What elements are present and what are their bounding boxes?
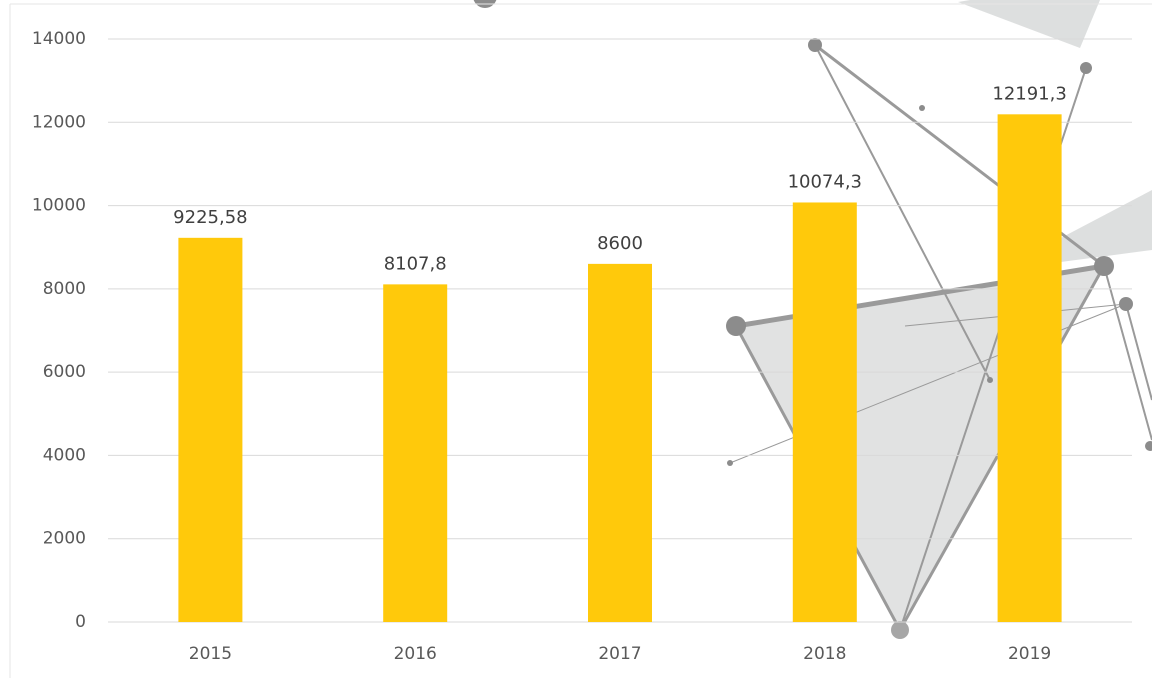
value-label: 8107,8: [384, 253, 447, 274]
y-tick-label: 0: [75, 612, 86, 632]
network-edge: [1103, 265, 1152, 441]
network-node: [726, 316, 746, 336]
network-edge: [814, 44, 991, 381]
value-label: 8600: [597, 233, 643, 254]
bar: [383, 284, 448, 622]
bar: [792, 202, 857, 623]
y-tick-label: 10000: [32, 196, 86, 216]
y-tick-label: 4000: [43, 445, 86, 465]
x-tick-label: 2017: [598, 644, 641, 664]
network-edge: [1125, 303, 1152, 401]
network-node: [1119, 297, 1133, 311]
bar: [997, 114, 1062, 623]
network-node: [1094, 256, 1114, 276]
network-node: [808, 38, 822, 52]
y-tick-label: 6000: [43, 362, 86, 382]
value-label: 10074,3: [788, 171, 862, 192]
value-label: 9225,58: [173, 207, 247, 228]
y-tick-label: 14000: [32, 29, 86, 49]
y-tick-label: 2000: [43, 529, 86, 549]
network-shape: [958, 0, 1100, 48]
y-tick-label: 8000: [43, 279, 86, 299]
network-node: [891, 621, 909, 639]
network-node: [1145, 441, 1152, 451]
network-node: [727, 460, 733, 466]
y-tick-label: 12000: [32, 112, 86, 132]
x-tick-label: 2015: [189, 644, 232, 664]
x-tick-label: 2018: [803, 644, 846, 664]
x-tick-label: 2019: [1008, 644, 1051, 664]
network-node: [987, 377, 993, 383]
network-node: [1080, 62, 1092, 74]
value-label: 12191,3: [992, 83, 1066, 104]
bar: [588, 263, 652, 622]
x-tick-label: 2016: [394, 644, 437, 664]
bar: [178, 237, 243, 622]
network-node: [919, 105, 925, 111]
